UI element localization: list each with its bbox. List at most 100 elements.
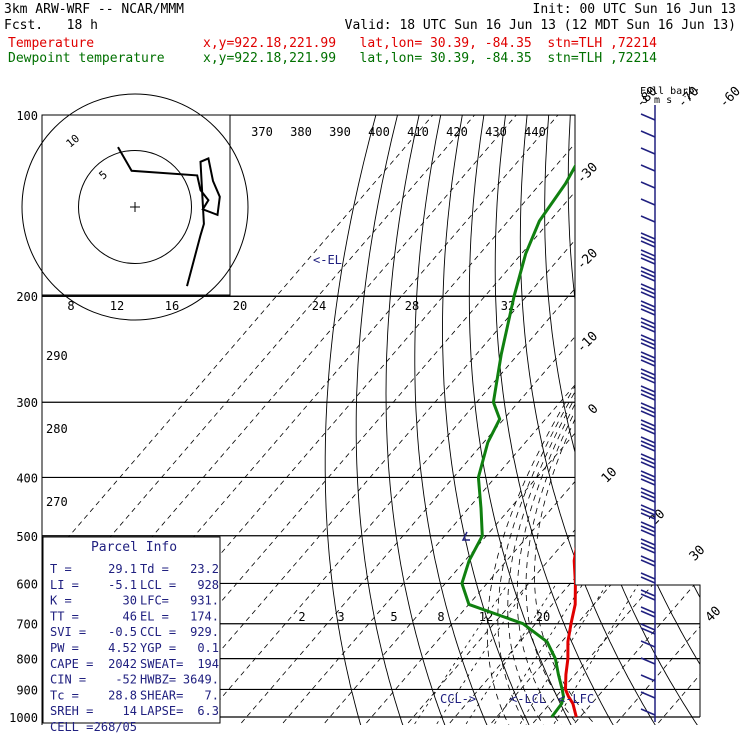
isotherm-label: -30	[574, 160, 601, 187]
parcel-field-value: 3649.	[183, 673, 219, 687]
wind-barb	[640, 406, 656, 414]
level-annotation: CCL->	[440, 692, 476, 706]
barb-legend-value: 5 m s	[642, 95, 672, 106]
wind-barb	[640, 529, 656, 537]
theta-label: 270	[46, 495, 68, 509]
dry-adiabat	[355, 115, 405, 725]
saturation-adiabat	[534, 295, 645, 725]
wind-barb	[640, 300, 656, 308]
valid-time: Valid: 18 UTC Sun 16 Jun 13 (12 MDT Sun …	[344, 18, 736, 33]
wind-barb	[640, 198, 656, 206]
isotherm	[42, 115, 487, 725]
wind-barb	[640, 457, 656, 465]
isotherm-label: -60	[717, 84, 740, 111]
dry-adiabat	[634, 115, 700, 725]
wind-barb	[640, 546, 656, 554]
parcel-field-label: SHEAR=	[140, 688, 183, 702]
theta-label: 410	[407, 125, 429, 139]
parcel-field-label: CCL =	[140, 625, 176, 639]
theta-label: 280	[46, 422, 68, 436]
theta-label: 420	[446, 125, 468, 139]
pressure-tick-label: 400	[16, 471, 38, 485]
pressure-tick-label: 500	[16, 530, 38, 544]
wind-barb	[640, 232, 656, 240]
wind-barb	[640, 555, 656, 563]
level-annotation: <-LFC	[558, 692, 594, 706]
mixing-ratio-line	[550, 583, 640, 725]
wind-barb	[640, 444, 656, 452]
pressure-tick-label: 900	[16, 683, 38, 697]
wind-scale-label: 28	[405, 299, 419, 313]
wind-barb	[640, 308, 656, 316]
wind-scale-label: 16	[165, 299, 179, 313]
theta-label: 400	[368, 125, 390, 139]
wind-barb	[640, 491, 656, 499]
isotherm	[235, 115, 700, 725]
wind-barb	[640, 508, 656, 516]
wind-barb	[640, 291, 656, 299]
wind-scale-label: 8	[67, 299, 74, 313]
hodograph-trace	[117, 146, 221, 287]
wind-scale-label: 24	[312, 299, 326, 313]
theta-label: 380	[290, 125, 312, 139]
wind-barb	[640, 402, 656, 410]
wind-barb	[640, 355, 656, 363]
wind-barb	[640, 542, 656, 550]
isotherm	[276, 115, 700, 725]
level-annotation: <-LCL	[510, 692, 546, 706]
parcel-field-value: 23.2	[190, 562, 219, 576]
parcel-field-value: 928	[197, 578, 219, 592]
wind-barb	[640, 440, 656, 448]
parcel-info-title: Parcel Info	[91, 540, 177, 555]
wind-barb	[640, 572, 656, 580]
wind-barb	[640, 521, 656, 529]
dry-adiabat	[468, 115, 574, 725]
wind-barb	[640, 504, 656, 512]
parcel-field-value: 14	[123, 704, 137, 718]
isotherm	[652, 115, 700, 725]
pressure-tick-label: 200	[16, 290, 38, 304]
barb-legend-exponent: -1	[683, 93, 691, 101]
mixing-ratio-label: 20	[536, 610, 550, 624]
dewpoint-legend-label: Dewpoint temperature	[8, 51, 165, 66]
parcel-field-value: 6.3	[197, 704, 219, 718]
parcel-field-label: Tc =	[50, 688, 79, 702]
level-annotation: <-EL	[313, 253, 342, 267]
wind-barb	[640, 253, 656, 261]
isotherm-label: -20	[574, 246, 601, 273]
wind-barb	[640, 525, 656, 533]
wind-barb	[640, 410, 656, 418]
parcel-field-value: 4.52	[108, 641, 137, 655]
parcel-field-value: 7.	[205, 688, 219, 702]
parcel-field-label: T =	[50, 562, 72, 576]
wind-barb	[640, 487, 656, 495]
theta-label: 390	[329, 125, 351, 139]
parcel-field-label: TT =	[50, 609, 79, 623]
parcel-field-label: Td =	[140, 562, 169, 576]
dewpoint-location: x,y=922.18,221.99 lat,lon= 30.39, -84.35…	[203, 51, 657, 66]
parcel-field-value: 2042	[108, 657, 137, 671]
parcel-field-value: 28.8	[108, 688, 137, 702]
parcel-field-label: SWEAT=	[140, 657, 183, 671]
saturation-adiabat	[497, 295, 636, 725]
parcel-field-label: CIN =	[50, 673, 86, 687]
wind-barb	[640, 274, 656, 282]
isotherm	[151, 115, 695, 725]
parcel-field-value: 931.	[190, 594, 219, 608]
temperature-location: x,y=922.18,221.99 lat,lon= 30.39, -84.35…	[203, 36, 657, 51]
wind-barb	[640, 215, 656, 223]
wind-barb	[640, 266, 656, 274]
parcel-field-label: YGP =	[140, 641, 176, 655]
wind-barb	[640, 538, 656, 546]
dry-adiabat	[656, 115, 700, 725]
parcel-field-value: 929.	[190, 625, 219, 639]
wind-barb	[640, 351, 656, 359]
wind-barb	[640, 623, 656, 631]
wind-barb	[640, 257, 656, 265]
wind-barb	[640, 461, 656, 469]
isotherm-label: 10	[599, 465, 621, 487]
dry-adiabat	[324, 115, 377, 725]
isotherm-label: 40	[703, 604, 725, 626]
isotherm-label: 30	[687, 543, 709, 565]
parcel-field-value: 0.1	[197, 641, 219, 655]
